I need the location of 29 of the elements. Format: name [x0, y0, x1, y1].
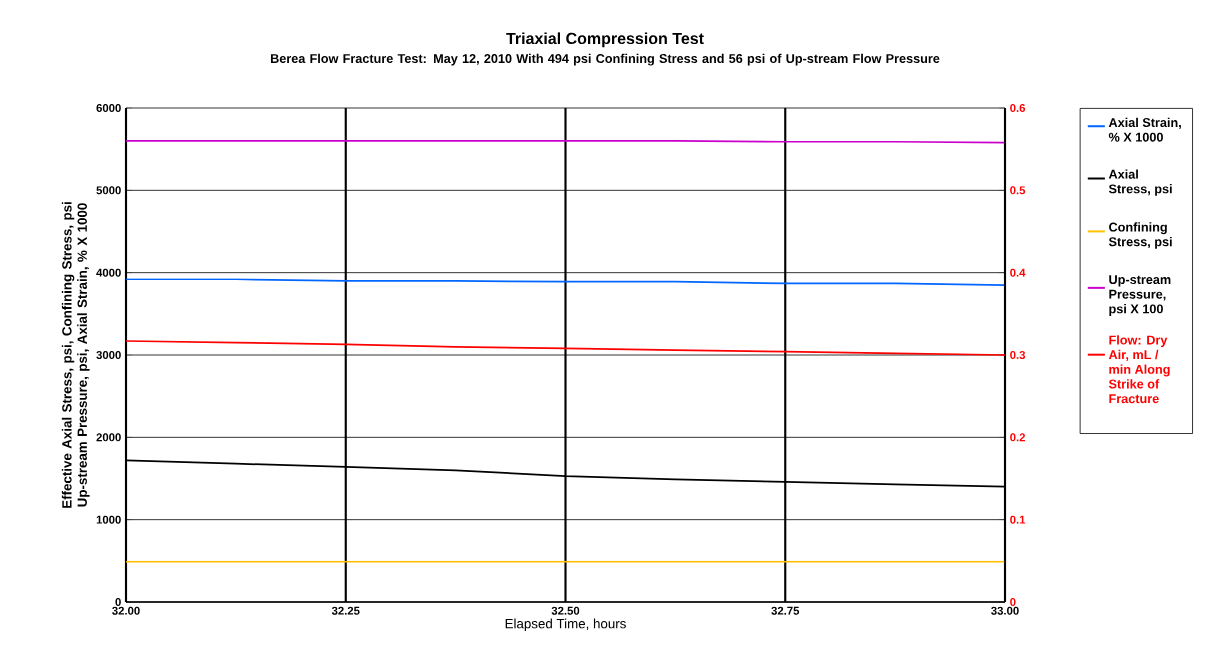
x-tick-label: 32.25 [331, 606, 360, 615]
x-tick-label: 32.50 [551, 606, 580, 615]
y2-tick-label: 0.6 [1010, 104, 1026, 113]
y-tick-label: 5000 [96, 186, 121, 195]
legend-label: Axial Stress, psi [1108, 169, 1172, 196]
y-axis-title: Effective Axial Stress, psi, Confining Stress, psi Up-stream Pressure, psi, Axial Strain, % X 1000 [61, 202, 90, 508]
legend-label: Up-stream Pressure, psi X 100 [1109, 275, 1171, 316]
text: Flow: Dry Air, mL / min Along Strike of Fracture [1108, 335, 1170, 404]
y-tick-label: 4000 [96, 268, 121, 277]
y2-tick-label: 0.5 [1010, 186, 1026, 195]
chart-title: Triaxial Compression Test [506, 32, 704, 48]
y-tick-label: 6000 [96, 104, 121, 113]
x-tick-label: 33.00 [991, 606, 1019, 615]
x-tick-label: 32.75 [771, 606, 800, 615]
y-tick-label: 1000 [96, 515, 121, 524]
line-series [126, 340, 1006, 356]
y2-tick-label: 0 [1010, 598, 1016, 606]
x-tick-label: 32.00 [112, 606, 140, 615]
y-tick-label: 2000 [96, 433, 121, 442]
y-tick-label: 0 [115, 598, 121, 607]
x-axis-title: Elapsed Time, hours [505, 618, 626, 631]
legend-label: Axial Strain, % X 1000 [1108, 117, 1181, 142]
y2-tick-label: 0.2 [1010, 433, 1026, 442]
legend-label: Confining Stress, psi [1108, 222, 1172, 249]
y-tick-label: 3000 [96, 350, 121, 360]
y2-tick-label: 0.3 [1010, 350, 1026, 360]
y2-tick-label: 0.4 [1010, 268, 1026, 277]
y2-tick-label: 0.1 [1010, 515, 1026, 524]
chart-subtitle: Berea Flow Fracture Test: May 12, 2010 With 494 psi Confining Stress and 56 psi of Up-stream Flow Pressure [270, 53, 940, 66]
